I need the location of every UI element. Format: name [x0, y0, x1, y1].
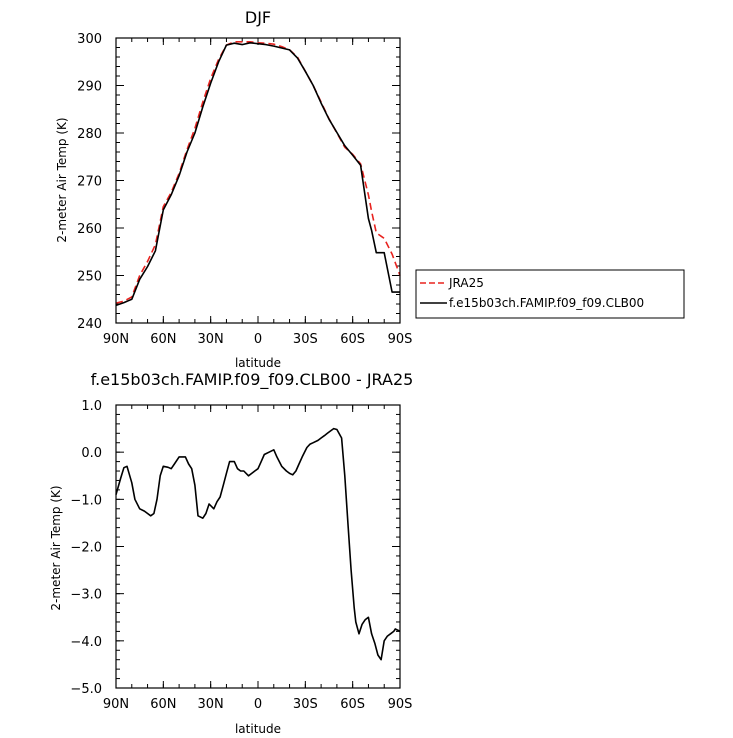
top-axis-ticks: 90N 60N 30N 0 30S 60S 90S 240 250 260 270 280 290 300 — [77, 32, 412, 347]
legend-box — [415, 269, 685, 319]
legend-label-model: f.e15b03ch.FAMIP.f09_f09.CLB00 — [449, 296, 644, 310]
bottom-y-tick-label: 0.0 — [81, 446, 102, 461]
bottom-x-tick-label: 60N — [150, 697, 176, 712]
bottom-y-tick-label: −3.0 — [70, 588, 102, 603]
bottom-y-tick-label: −2.0 — [70, 541, 102, 556]
top-y-tick-label: 250 — [77, 270, 102, 285]
top-plot-frame — [115, 37, 401, 324]
top-y-tick-label: 260 — [77, 222, 102, 237]
top-x-tick-label: 60N — [150, 332, 176, 347]
bottom-chart-title: f.e15b03ch.FAMIP.f09_f09.CLB00 - JRA25 — [91, 370, 414, 390]
top-series-line-1 — [115, 41, 400, 307]
top-chart-title: DJF — [245, 8, 271, 27]
top-x-tick-label: 0 — [254, 332, 262, 347]
top-x-tick-label: 30S — [293, 332, 318, 347]
bottom-y-tick-label: −4.0 — [70, 635, 102, 650]
bottom-panel: f.e15b03ch.FAMIP.f09_f09.CLB00 - JRA25 2… — [49, 370, 413, 736]
bottom-y-tick-label: 1.0 — [81, 399, 102, 414]
top-y-tick-label: 270 — [77, 175, 102, 190]
bottom-x-tick-label: 0 — [254, 697, 262, 712]
bottom-x-tick-label: 60S — [340, 697, 365, 712]
top-y-tick-label: 240 — [77, 317, 102, 332]
legend-label-jra25: JRA25 — [448, 276, 484, 290]
bottom-axis-ticks: 90N 60N 30N 0 30S 60S 90S 1.0 0.0 −1.0 −2.0 −3.0 −4.… — [70, 399, 412, 712]
bottom-x-axis-label: latitude — [235, 722, 281, 736]
bottom-y-tick-label: −5.0 — [70, 682, 102, 697]
top-series-line-0 — [115, 40, 401, 304]
top-y-tick-label: 290 — [77, 80, 102, 95]
bottom-x-tick-label: 30S — [293, 697, 318, 712]
top-y-tick-label: 300 — [77, 32, 102, 47]
bottom-x-tick-label: 90N — [103, 697, 129, 712]
bottom-x-tick-label: 90S — [388, 697, 413, 712]
bottom-y-tick-label: −1.0 — [70, 493, 102, 508]
top-x-tick-label: 30N — [198, 332, 224, 347]
top-y-tick-label: 280 — [77, 127, 102, 142]
top-y-axis-label: 2-meter Air Temp (K) — [55, 117, 69, 242]
top-panel: DJF 2-meter Air Temp (K) latitude 90N 60N… — [55, 8, 685, 370]
top-x-axis-label: latitude — [235, 356, 281, 370]
top-x-tick-label: 60S — [340, 332, 365, 347]
legend: JRA25 f.e15b03ch.FAMIP.f09_f09.CLB00 — [415, 269, 685, 319]
top-x-tick-label: 90N — [103, 332, 129, 347]
bottom-series-lines — [115, 427, 401, 661]
bottom-x-tick-label: 30N — [198, 697, 224, 712]
top-x-tick-label: 90S — [388, 332, 413, 347]
top-series-lines — [115, 40, 401, 307]
bottom-series-line-0 — [115, 427, 401, 661]
bottom-plot-frame — [115, 404, 401, 689]
bottom-y-axis-label: 2-meter Air Temp (K) — [49, 485, 63, 610]
